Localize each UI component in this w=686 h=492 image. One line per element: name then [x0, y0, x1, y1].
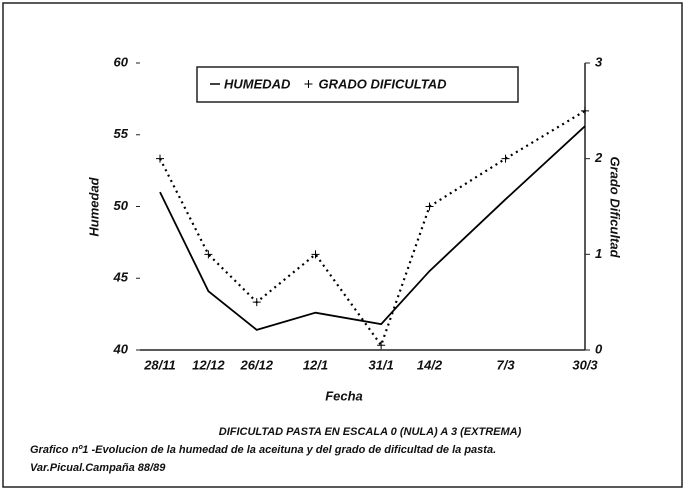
- point-marker: [311, 250, 320, 259]
- series-line: [159, 125, 586, 331]
- y-axis-label: Humedad: [86, 176, 101, 236]
- y2-tick-label: 2: [594, 150, 603, 165]
- legend-label: GRADO DIFICULTAD: [318, 76, 447, 91]
- point-marker: [501, 154, 510, 163]
- point-marker: [425, 202, 434, 211]
- y-tick-label: 40: [113, 341, 129, 356]
- caption: Var.Picual.Campaña 88/89: [30, 462, 166, 474]
- x-tick-label: 31/1: [368, 357, 393, 372]
- legend-box: [196, 66, 519, 103]
- x-tick-label: 26/12: [239, 357, 273, 372]
- y2-tick-label: 1: [595, 246, 602, 261]
- caption: Grafico nº1 -Evolucion de la humedad de …: [30, 444, 496, 456]
- y-tick-label: 55: [114, 126, 129, 141]
- y2-tick-label: 3: [595, 54, 603, 69]
- point-marker: [252, 298, 261, 307]
- x-tick-label: 12/12: [192, 357, 225, 372]
- point-marker: [377, 341, 386, 350]
- y2-tick-label: 0: [595, 341, 603, 356]
- x-tick-label: 12/1: [303, 357, 328, 372]
- x-tick-label: 30/3: [572, 357, 598, 372]
- point-marker: [204, 250, 213, 259]
- series-line: [159, 109, 586, 348]
- point-marker: [156, 154, 164, 163]
- legend-label: HUMEDAD: [224, 76, 291, 91]
- x-tick-label: 7/3: [496, 357, 515, 372]
- y-tick-label: 45: [113, 270, 129, 285]
- y2-axis-label: Grado Dificultad: [608, 156, 623, 258]
- x-axis-label: Fecha: [325, 388, 363, 403]
- x-tick-label: 14/2: [417, 357, 443, 372]
- caption: DIFICULTAD PASTA EN ESCALA 0 (NULA) A 3 …: [219, 426, 522, 438]
- y-tick-label: 50: [114, 198, 129, 213]
- x-tick-label: 28/11: [143, 357, 176, 372]
- y-tick-label: 60: [114, 54, 129, 69]
- point-marker: [581, 106, 589, 115]
- legend-symbol: [304, 80, 313, 88]
